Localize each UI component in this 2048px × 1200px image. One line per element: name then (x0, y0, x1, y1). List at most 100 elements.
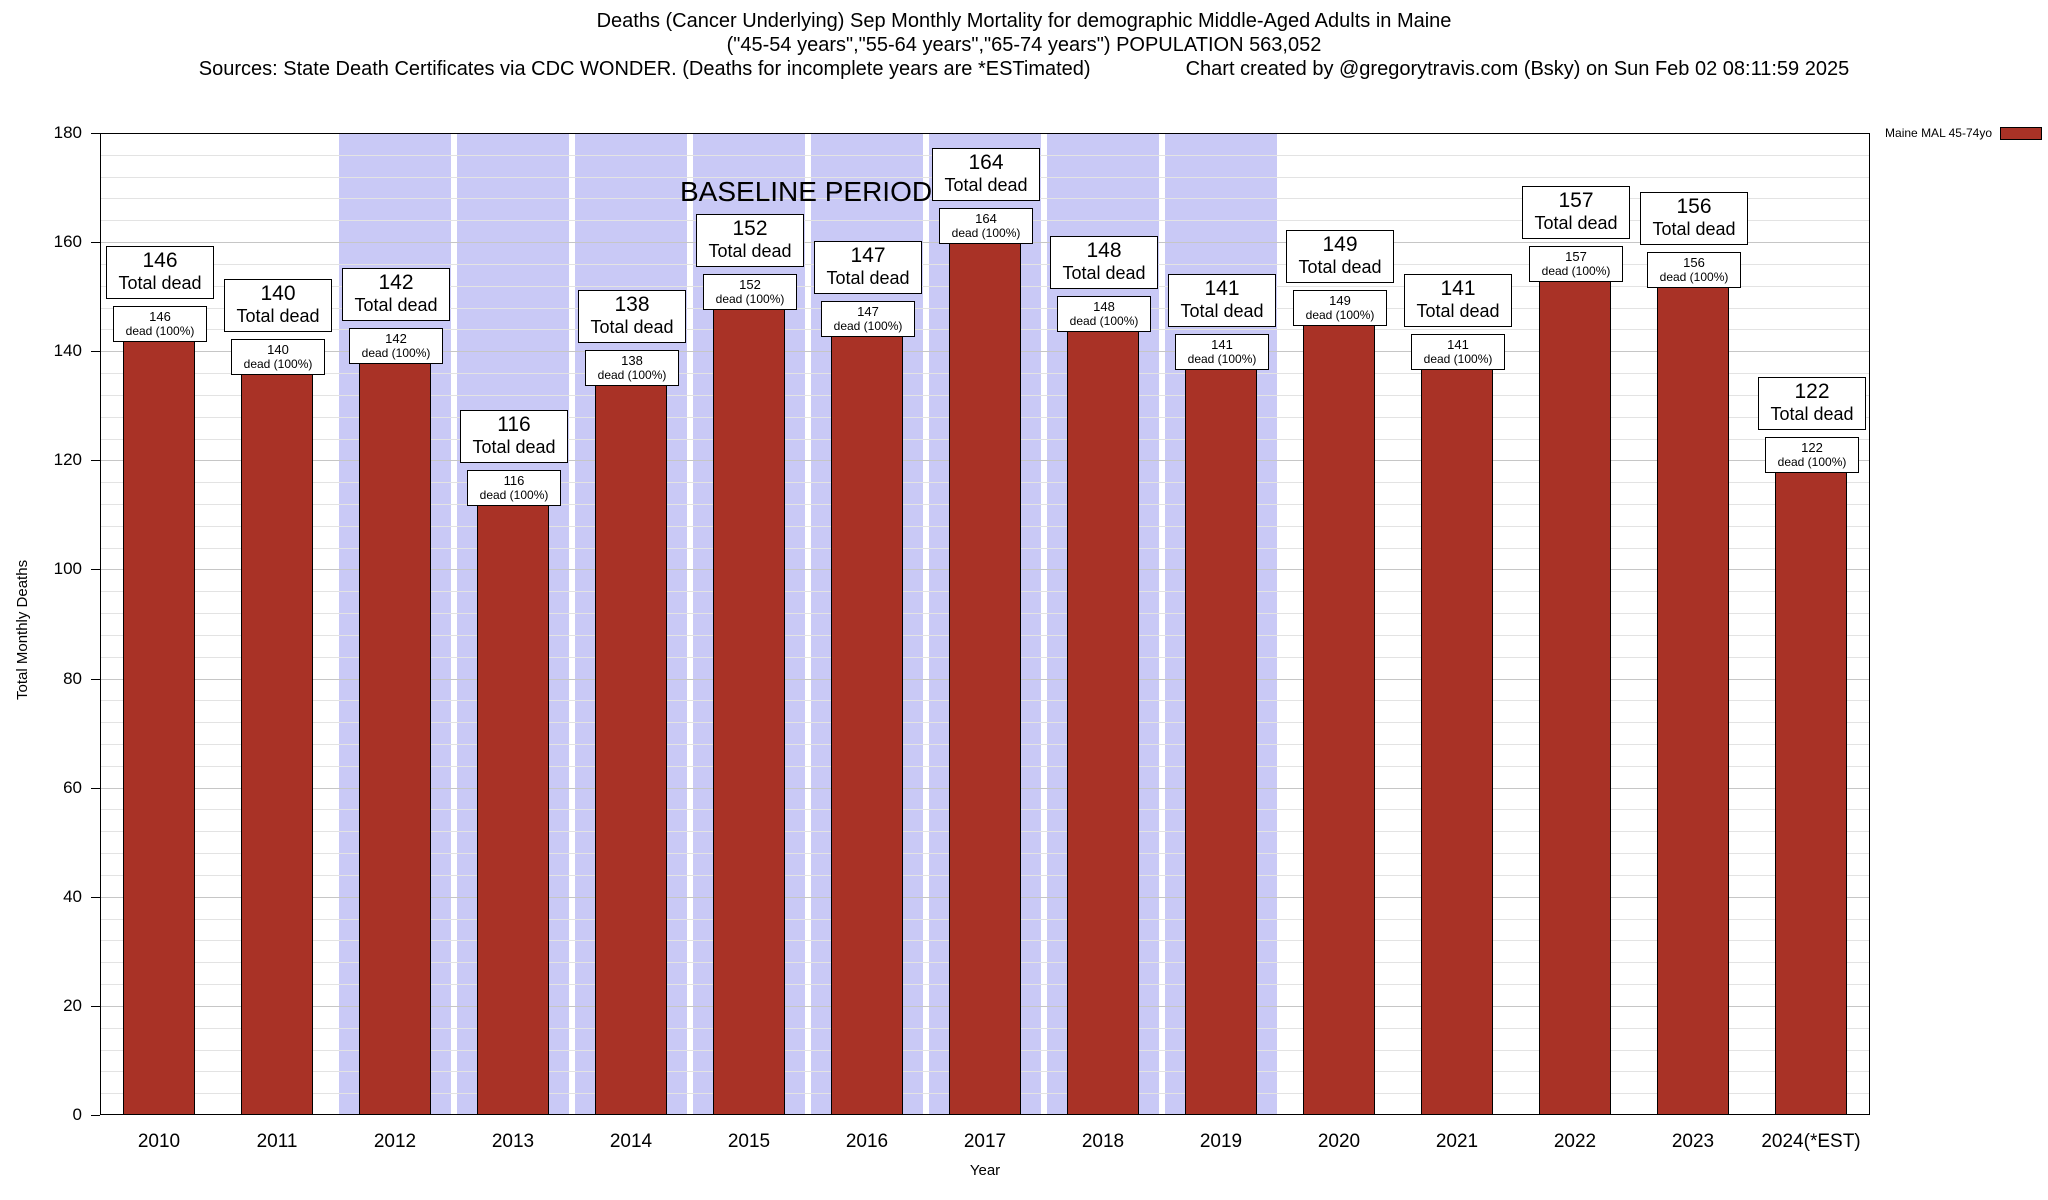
bar-2019 (1185, 345, 1257, 1115)
legend-label: Maine MAL 45-74yo (1885, 126, 1992, 140)
bar-total-number: 116 (497, 413, 531, 437)
chart-notes-row: Sources: State Death Certificates via CD… (0, 58, 2048, 81)
x-tick-label-2020: 2020 (1317, 1131, 1361, 1152)
y-tick-label: 100 (53, 559, 82, 579)
chart-source-note: Sources: State Death Certificates via CD… (198, 58, 1091, 80)
bar-2011 (241, 351, 313, 1115)
bar-value-number: 147 (857, 304, 879, 320)
y-tick-mark (91, 1005, 100, 1007)
bar-total-number: 152 (732, 216, 768, 240)
x-tick-label-2018: 2018 (1081, 1131, 1125, 1152)
bar-total-caption: Total dead (118, 273, 202, 294)
bar-total-label-2019: 141 Total dead (1168, 273, 1276, 327)
x-tick-label-2019: 2019 (1199, 1131, 1243, 1152)
bar-2017 (949, 220, 1021, 1115)
bar-value-number: 156 (1683, 254, 1705, 270)
bar-total-label-2014: 138 Total dead (578, 290, 686, 344)
bar-2018 (1067, 307, 1139, 1115)
bar-value-caption: dead (100%) (1541, 264, 1611, 279)
bar-total-caption: Total dead (944, 175, 1028, 196)
bar-2015 (713, 285, 785, 1115)
bar-total-number: 138 (614, 293, 650, 317)
bar-total-caption: Total dead (708, 240, 792, 261)
bar-total-label-2020: 149 Total dead (1286, 230, 1394, 284)
bar-value-caption: dead (100%) (1777, 455, 1847, 470)
bar-total-number: 147 (850, 244, 886, 268)
bar-value-caption: dead (100%) (951, 226, 1021, 241)
x-axis-label: Year (969, 1162, 1001, 1179)
bar-value-caption: dead (100%) (1069, 313, 1139, 328)
bar-value-caption: dead (100%) (125, 324, 195, 339)
bar-value-caption: dead (100%) (361, 346, 431, 361)
y-tick-mark (91, 896, 100, 898)
x-tick-label-2013: 2013 (491, 1131, 535, 1152)
legend-swatch (2000, 126, 2042, 140)
bar-total-label-2010: 146 Total dead (106, 246, 214, 300)
bar-value-caption: dead (100%) (479, 488, 549, 503)
x-tick-label-2021: 2021 (1435, 1131, 1479, 1152)
bar-value-label-2021: 141 dead (100%) (1411, 333, 1505, 370)
bar-value-label-2022: 157 dead (100%) (1529, 246, 1623, 283)
bar-2012 (359, 340, 431, 1115)
y-tick-mark (91, 133, 100, 134)
bar-total-caption: Total dead (826, 268, 910, 289)
y-tick-label: 40 (63, 886, 82, 906)
bar-value-label-2012: 142 dead (100%) (349, 328, 443, 365)
x-tick-label-2017: 2017 (963, 1131, 1007, 1152)
bar-value-number: 138 (621, 353, 643, 369)
bar-total-number: 149 (1322, 233, 1358, 257)
chart-title: Deaths (Cancer Underlying) Sep Monthly M… (596, 10, 1452, 32)
bar-2022 (1539, 258, 1611, 1115)
bar-value-number: 122 (1801, 440, 1823, 456)
bar-total-number: 148 (1086, 238, 1122, 262)
bar-total-caption: Total dead (1298, 257, 1382, 278)
bar-total-number: 157 (1558, 189, 1594, 213)
bar-2013 (477, 482, 549, 1115)
bar-total-number: 164 (968, 151, 1004, 175)
bar-total-label-2013: 116 Total dead (460, 410, 568, 464)
bar-total-number: 146 (142, 249, 178, 273)
bar-value-number: 148 (1093, 298, 1115, 314)
bar-total-label-2022: 157 Total dead (1522, 186, 1630, 240)
bar-total-number: 122 (1794, 380, 1830, 404)
bar-value-caption: dead (100%) (1305, 308, 1375, 323)
bar-value-number: 141 (1211, 336, 1233, 352)
bar-total-caption: Total dead (590, 317, 674, 338)
bar-value-label-2015: 152 dead (100%) (703, 273, 797, 310)
y-tick-label: 180 (53, 123, 82, 142)
y-tick-mark (91, 351, 100, 353)
bar-value-number: 164 (975, 211, 997, 227)
bar-total-caption: Total dead (472, 437, 556, 458)
baseline-period-label: BASELINE PERIOD (680, 176, 933, 207)
y-tick-label: 140 (53, 341, 82, 361)
bar-total-label-2023: 156 Total dead (1640, 191, 1748, 245)
y-tick-mark (91, 678, 100, 680)
bar-total-label-2018: 148 Total dead (1050, 235, 1158, 289)
legend: Maine MAL 45-74yo (1885, 126, 2042, 140)
y-tick-label: 160 (53, 232, 82, 252)
bar-total-label-2016: 147 Total dead (814, 241, 922, 295)
bar-total-label-2024(*EST): 122 Total dead (1758, 377, 1866, 431)
bar-total-number: 142 (378, 271, 414, 295)
bar-total-caption: Total dead (1416, 300, 1500, 321)
bar-value-label-2019: 141 dead (100%) (1175, 333, 1269, 370)
bar-value-number: 157 (1565, 249, 1587, 265)
bar-total-number: 141 (1204, 276, 1240, 300)
bar-total-label-2012: 142 Total dead (342, 268, 450, 322)
bar-value-number: 140 (267, 342, 289, 358)
y-tick-mark (91, 787, 100, 789)
bar-total-caption: Total dead (1062, 262, 1146, 283)
bar-value-caption: dead (100%) (833, 319, 903, 334)
bar-value-label-2024(*EST): 122 dead (100%) (1765, 437, 1859, 474)
bar-2014 (595, 362, 667, 1115)
bar-value-label-2011: 140 dead (100%) (231, 339, 325, 376)
bar-2023 (1657, 263, 1729, 1115)
bar-total-caption: Total dead (236, 306, 320, 327)
bar-value-label-2014: 138 dead (100%) (585, 350, 679, 387)
x-tick-label-2014: 2014 (609, 1131, 653, 1152)
x-tick-label-2010: 2010 (137, 1131, 181, 1152)
bar-value-caption: dead (100%) (1423, 351, 1493, 366)
bar-total-caption: Total dead (1534, 213, 1618, 234)
bar-value-caption: dead (100%) (597, 368, 667, 383)
